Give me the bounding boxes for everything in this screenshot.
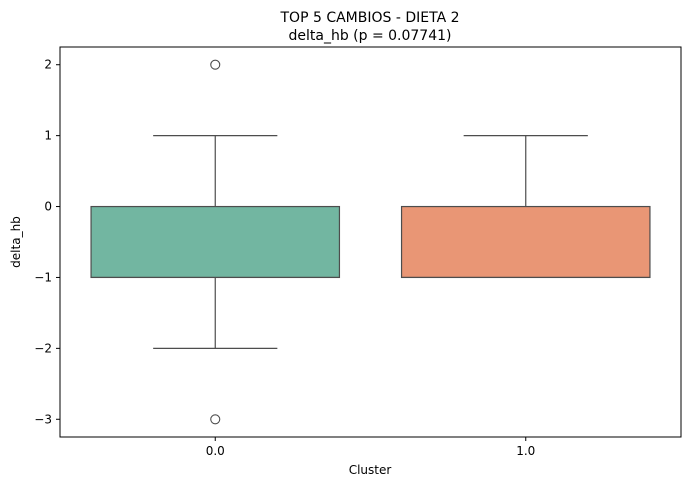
x-tick-label: 1.0 bbox=[516, 444, 535, 458]
outlier-point bbox=[210, 59, 221, 70]
axes-frame bbox=[59, 46, 682, 438]
box-iqr bbox=[90, 205, 341, 279]
chart-subtitle: delta_hb (p = 0.07741) bbox=[288, 28, 451, 44]
y-tick-label: −3 bbox=[34, 412, 52, 426]
x-axis: 0.0 1.0 bbox=[206, 437, 535, 458]
outlier-point bbox=[210, 414, 221, 425]
y-tick-label: −2 bbox=[34, 341, 52, 355]
plot-area bbox=[90, 59, 651, 425]
x-tick-label: 0.0 bbox=[206, 444, 225, 458]
x-axis-label: Cluster bbox=[349, 463, 392, 477]
y-tick-label: 1 bbox=[44, 129, 52, 143]
y-axis: 2 1 0 −1 −2 −3 bbox=[34, 58, 60, 426]
box-2 bbox=[400, 135, 651, 279]
y-tick-label: −1 bbox=[34, 270, 52, 284]
box-1 bbox=[90, 59, 341, 425]
box-iqr bbox=[400, 205, 651, 279]
y-tick-label: 2 bbox=[44, 58, 52, 72]
chart-title: TOP 5 CAMBIOS - DIETA 2 bbox=[280, 10, 460, 26]
y-axis-label: delta_hb bbox=[9, 216, 23, 268]
y-tick-label: 0 bbox=[44, 200, 52, 214]
